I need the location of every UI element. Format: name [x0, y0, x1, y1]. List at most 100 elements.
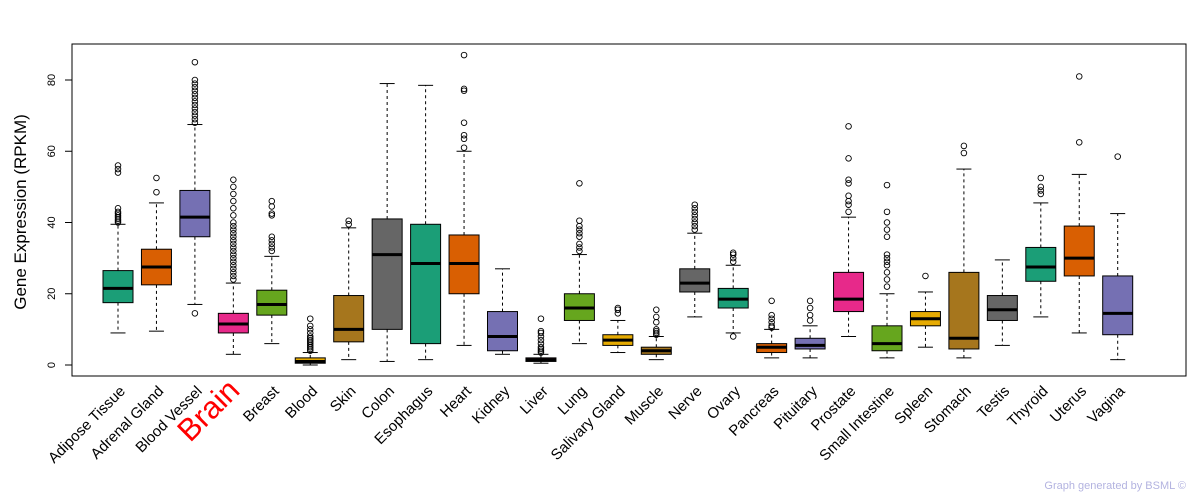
- outlier-point: [230, 258, 237, 265]
- outlier-point: [307, 329, 314, 337]
- outlier-point: [191, 119, 199, 126]
- x-tick-label: Nerve: [665, 383, 705, 423]
- outlier-point: [191, 105, 199, 112]
- outlier-point: [537, 343, 545, 351]
- x-tick-label: Liver: [517, 383, 552, 418]
- outlier-point: [345, 217, 352, 224]
- outlier-point: [191, 112, 199, 119]
- outlier-point: [691, 212, 699, 219]
- outlier-point: [653, 327, 660, 335]
- iqr-box: [1102, 275, 1134, 336]
- box-salivary-gland: [602, 304, 634, 354]
- outlier-point: [691, 226, 699, 233]
- outlier-point: [845, 208, 852, 216]
- box-prostate: [833, 123, 865, 337]
- outlier-point: [768, 297, 775, 305]
- box-uterus: [1063, 73, 1095, 334]
- box-stomach: [948, 142, 980, 359]
- outlier-point: [883, 219, 891, 226]
- outlier-point: [691, 215, 699, 223]
- outlier-point: [576, 247, 583, 255]
- box-pituitary: [794, 297, 826, 359]
- outlier-point: [268, 244, 276, 251]
- outlier-point: [230, 222, 237, 230]
- outlier-point: [230, 262, 237, 269]
- iqr-box: [487, 311, 518, 352]
- outlier-point: [537, 340, 545, 347]
- outlier-point: [230, 251, 237, 258]
- iqr-box: [371, 218, 403, 330]
- outlier-point: [653, 313, 660, 321]
- outlier-point: [806, 297, 814, 305]
- outlier-point: [537, 315, 545, 322]
- outlier-point: [883, 262, 891, 269]
- outlier-point: [230, 269, 237, 276]
- outlier-point: [691, 204, 699, 212]
- outlier-point: [153, 188, 160, 196]
- outlier-point: [460, 87, 468, 94]
- outlier-point: [691, 208, 699, 216]
- box-spleen: [909, 272, 941, 348]
- outlier-point: [460, 85, 468, 93]
- outlier-point: [460, 131, 468, 139]
- outlier-point: [614, 306, 622, 314]
- outlier-point: [230, 265, 237, 273]
- outlier-point: [191, 310, 199, 317]
- outlier-point: [653, 326, 660, 333]
- outlier-point: [653, 306, 660, 314]
- outlier-point: [653, 319, 660, 326]
- outlier-point: [806, 317, 814, 324]
- y-tick-label: 60: [46, 145, 58, 157]
- outlier-point: [230, 219, 237, 226]
- outlier-point: [576, 233, 583, 240]
- outlier-point: [845, 155, 852, 162]
- outlier-point: [114, 212, 122, 219]
- outlier-point: [1037, 174, 1045, 182]
- y-axis-label: Gene Expression (RPKM): [11, 114, 30, 310]
- outlier-point: [307, 322, 314, 330]
- outlier-point: [576, 226, 583, 233]
- box-kidney: [487, 268, 518, 355]
- outlier-point: [768, 319, 775, 326]
- outlier-point: [1075, 139, 1083, 146]
- iqr-box: [871, 325, 903, 352]
- outlier-point: [230, 229, 237, 237]
- outlier-point: [307, 336, 314, 344]
- outlier-point: [230, 212, 237, 219]
- iqr-box: [179, 189, 211, 238]
- y-tick-label: 20: [46, 288, 58, 300]
- outlier-point: [114, 208, 122, 216]
- box-esophagus: [410, 84, 442, 361]
- outlier-point: [191, 87, 199, 94]
- box-breast: [256, 197, 288, 345]
- outlier-point: [883, 254, 891, 262]
- outlier-point: [230, 247, 237, 255]
- outlier-point: [1037, 183, 1045, 191]
- outlier-point: [806, 311, 814, 319]
- x-tick-label: Vagina: [1084, 382, 1129, 427]
- box-pancreas: [756, 297, 788, 359]
- outlier-point: [114, 162, 122, 169]
- x-tick-label: Kidney: [469, 382, 514, 427]
- outlier-point: [768, 315, 775, 322]
- iqr-box: [333, 295, 365, 343]
- outlier-point: [230, 197, 237, 205]
- outlier-point: [268, 197, 276, 205]
- outlier-point: [883, 226, 891, 233]
- box-blood-vessel: [179, 58, 211, 317]
- box-colon: [371, 83, 403, 362]
- outlier-point: [268, 247, 276, 255]
- outlier-point: [883, 283, 891, 290]
- iqr-box: [833, 271, 865, 313]
- iqr-box: [679, 268, 711, 293]
- outlier-point: [1037, 187, 1045, 194]
- outlier-point: [230, 276, 237, 283]
- outlier-point: [576, 229, 583, 237]
- outlier-point: [883, 233, 891, 240]
- outlier-point: [230, 183, 237, 191]
- box-vagina: [1102, 153, 1134, 361]
- box-muscle: [640, 306, 672, 361]
- outlier-point: [960, 149, 968, 157]
- outlier-point: [114, 169, 122, 176]
- outlier-point: [960, 142, 968, 150]
